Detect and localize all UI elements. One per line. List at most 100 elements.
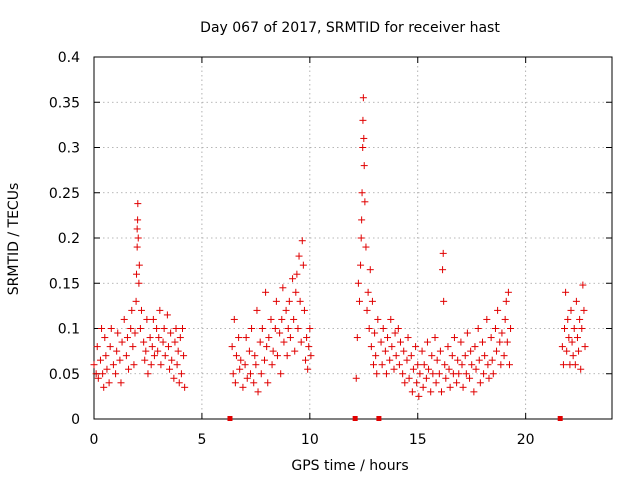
data-point: [433, 356, 441, 364]
data-point: [579, 281, 587, 289]
data-point: [290, 315, 298, 323]
data-point: [423, 338, 431, 346]
data-point: [368, 297, 376, 305]
data-point: [100, 383, 108, 391]
data-point: [280, 338, 288, 346]
data-point: [441, 361, 449, 369]
data-point: [507, 325, 515, 332]
data-point: [253, 306, 261, 314]
data-point: [494, 306, 502, 314]
data-point: [470, 388, 478, 396]
data-point: [279, 284, 287, 292]
data-point: [277, 370, 285, 378]
data-point: [374, 315, 382, 323]
data-point: [237, 356, 245, 364]
data-point: [455, 370, 463, 378]
data-point: [263, 343, 271, 351]
data-point: [273, 352, 281, 360]
data-point: [107, 325, 115, 332]
data-point: [148, 343, 156, 351]
data-point: [496, 338, 504, 346]
data-point: [415, 392, 423, 400]
data-point: [396, 338, 404, 346]
data-point: [504, 288, 512, 296]
data-point: [299, 261, 307, 269]
y-tick-label: 0.35: [49, 95, 80, 111]
data-point: [442, 374, 450, 382]
data-point: [294, 325, 302, 332]
data-point: [302, 356, 310, 364]
data-point: [392, 352, 400, 360]
data-point: [581, 343, 589, 351]
data-point: [377, 338, 385, 346]
data-point: [128, 306, 136, 314]
data-point: [382, 370, 390, 378]
data-point: [359, 116, 367, 124]
data-point: [136, 325, 144, 332]
data-point: [435, 370, 443, 378]
data-point: [133, 270, 141, 278]
data-point: [282, 306, 290, 314]
data-point: [573, 334, 581, 342]
data-point: [414, 361, 422, 369]
data-point: [173, 361, 181, 369]
x-tick-label: 20: [517, 432, 535, 448]
data-point: [363, 306, 371, 314]
data-point: [463, 329, 471, 337]
data-point: [166, 365, 174, 373]
data-point: [352, 374, 360, 382]
data-point: [143, 315, 151, 323]
data-point: [131, 329, 139, 337]
data-point: [242, 334, 250, 342]
data-point: [580, 306, 588, 314]
data-point: [93, 343, 101, 351]
data-point: [140, 338, 148, 346]
data-point: [427, 388, 435, 396]
data-point: [174, 347, 182, 355]
data-point: [365, 325, 373, 332]
data-point: [150, 352, 158, 360]
data-point: [258, 325, 266, 332]
y-tick-label: 0.1: [58, 322, 80, 338]
data-point: [300, 306, 308, 314]
y-tick-labels: 0 0.05 0.1 0.15 0.2 0.25 0.3 0.35 0.4: [49, 50, 80, 428]
data-point: [366, 266, 374, 274]
data-point: [471, 343, 479, 351]
data-point: [462, 370, 470, 378]
data-point: [444, 343, 452, 351]
data-point: [170, 374, 178, 382]
data-point: [480, 370, 488, 378]
data-point: [180, 352, 188, 360]
data-point: [127, 325, 135, 332]
data-point: [394, 325, 402, 332]
data-point: [101, 334, 109, 342]
data-point: [135, 279, 143, 287]
data-point: [164, 343, 172, 351]
data-point: [457, 338, 465, 346]
data-point: [483, 315, 491, 323]
axis-ticks: [93, 56, 612, 420]
data-point: [172, 325, 180, 332]
data-point: [155, 334, 163, 342]
data-point: [412, 343, 420, 351]
data-point: [372, 352, 380, 360]
data-point: [570, 325, 578, 332]
data-point: [285, 297, 293, 305]
data-point: [476, 379, 484, 387]
data-point: [276, 329, 284, 337]
data-point: [353, 334, 361, 342]
data-point: [401, 379, 409, 387]
data-point: [453, 379, 461, 387]
y-tick-label: 0.15: [49, 276, 80, 292]
data-point: [248, 325, 256, 332]
data-point: [370, 361, 378, 369]
data-point: [298, 237, 306, 245]
data-point: [163, 311, 171, 319]
data-point: [175, 379, 183, 387]
data-point: [419, 383, 427, 391]
data-point: [171, 338, 179, 346]
data-point: [475, 356, 483, 364]
data-point: [116, 356, 124, 364]
data-point: [157, 361, 165, 369]
data-point: [568, 338, 576, 346]
